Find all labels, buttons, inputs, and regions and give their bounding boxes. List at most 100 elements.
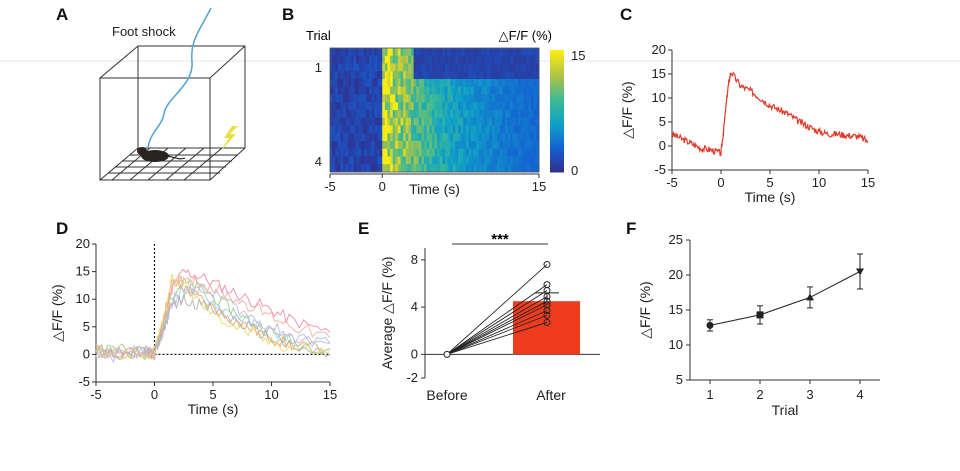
heatmap-cell <box>337 125 341 134</box>
heatmap-cell <box>515 55 519 64</box>
heatmap-cell <box>536 117 540 126</box>
heatmap-cell <box>350 117 354 126</box>
heatmap-cell <box>497 133 501 142</box>
heatmap-cell <box>400 102 404 111</box>
heatmap-cell <box>481 117 485 126</box>
heatmap-cell <box>484 148 488 157</box>
heatmap-cell <box>358 86 362 95</box>
heatmap-cell <box>471 156 475 165</box>
heatmap-cell <box>350 71 354 80</box>
colorbar-segment <box>550 86 564 91</box>
colorbar-segment <box>550 132 564 136</box>
heatmap-cell <box>374 79 378 88</box>
heatmap-cell <box>374 94 378 103</box>
heatmap-cell <box>512 148 516 157</box>
heatmap-cell <box>450 141 454 150</box>
heatmap-cell <box>371 79 375 88</box>
heatmap-cell <box>350 86 354 95</box>
heatmap-cell <box>408 156 412 165</box>
heatmap-cell <box>431 102 435 111</box>
heatmap-cell <box>536 63 540 72</box>
heatmap-cell <box>421 63 425 72</box>
heatmap-cell <box>510 71 514 80</box>
heatmap-cell <box>350 48 354 57</box>
heatmap-cell <box>491 86 495 95</box>
heatmap-cell <box>518 102 522 111</box>
heatmap-cell <box>397 148 401 157</box>
heatmap-cell <box>434 71 438 80</box>
heatmap-cell <box>400 86 404 95</box>
heatmap-cell <box>486 148 490 157</box>
heatmap-cell <box>481 63 485 72</box>
heatmap-cell <box>536 94 540 103</box>
heatmap-cell <box>348 125 352 134</box>
heatmap-cell <box>384 164 388 173</box>
heatmap-cell <box>379 48 383 57</box>
heatmap-cell <box>363 141 367 150</box>
heatmap-cell <box>392 55 396 64</box>
heatmap-cell <box>395 63 399 72</box>
heatmap-cell <box>340 125 344 134</box>
heatmap-cell <box>408 94 412 103</box>
heatmap-cell <box>450 71 454 80</box>
heatmap-cell <box>460 48 464 57</box>
heatmap-cell <box>494 164 498 173</box>
heatmap-cell <box>489 110 493 119</box>
heatmap-cell <box>429 86 433 95</box>
colorbar-segment <box>550 56 564 60</box>
heatmap-cell <box>374 141 378 150</box>
heatmap-cell <box>330 133 334 142</box>
heatmap-cell <box>353 110 357 119</box>
heatmap-cell <box>395 117 399 126</box>
x-tick-label: -5 <box>666 175 678 190</box>
heatmap-cell <box>426 94 430 103</box>
heatmap-cell <box>520 117 524 126</box>
heatmap-cell <box>478 63 482 72</box>
heatmap-cell <box>463 164 467 173</box>
heatmap-cell <box>421 125 425 134</box>
heatmap-cell <box>397 102 401 111</box>
heatmap-cell <box>478 164 482 173</box>
heatmap-cell <box>502 55 506 64</box>
heatmap-cell <box>424 110 428 119</box>
heatmap-cell <box>400 148 404 157</box>
heatmap-cell <box>413 156 417 165</box>
heatmap-cell <box>424 164 428 173</box>
heatmap-cell <box>390 133 394 142</box>
heatmap-cell <box>528 48 532 57</box>
heatmap-cell <box>505 94 509 103</box>
heatmap-cell <box>439 125 443 134</box>
heatmap-cell <box>505 79 509 88</box>
heatmap-cell <box>418 141 422 150</box>
heatmap-cell <box>410 55 414 64</box>
panel-b: B Trial △F/F (%) 1 4 15 0 -5 0 15 Time (s) <box>282 5 585 197</box>
heatmap-cell <box>505 156 509 165</box>
heatmap-cell <box>476 71 480 80</box>
heatmap-cell <box>395 71 399 80</box>
heatmap-cell <box>377 71 381 80</box>
heatmap-cell <box>330 102 334 111</box>
heatmap-cell <box>431 86 435 95</box>
colorbar-segment <box>550 138 564 142</box>
heatmap-cell <box>332 86 336 95</box>
heatmap-cell <box>468 86 472 95</box>
heatmap-cell <box>358 102 362 111</box>
heatmap-cell <box>403 102 407 111</box>
heatmap-cell <box>335 79 339 88</box>
heatmap-cell <box>486 48 490 57</box>
colorbar-segment <box>550 50 564 54</box>
heatmap-cell <box>468 164 472 173</box>
heatmap-cell <box>337 141 341 150</box>
heatmap-cell <box>410 102 414 111</box>
heatmap-cell <box>497 110 501 119</box>
heatmap-cell <box>437 133 441 142</box>
heatmap-cell <box>377 48 381 57</box>
heatmap-cell <box>356 133 360 142</box>
heatmap-cell <box>392 79 396 88</box>
heatmap-cell <box>418 63 422 72</box>
heatmap-cell <box>374 164 378 173</box>
heatmap-cell <box>356 110 360 119</box>
heatmap-cell <box>463 133 467 142</box>
heatmap-cell <box>366 86 370 95</box>
heatmap-cell <box>384 63 388 72</box>
